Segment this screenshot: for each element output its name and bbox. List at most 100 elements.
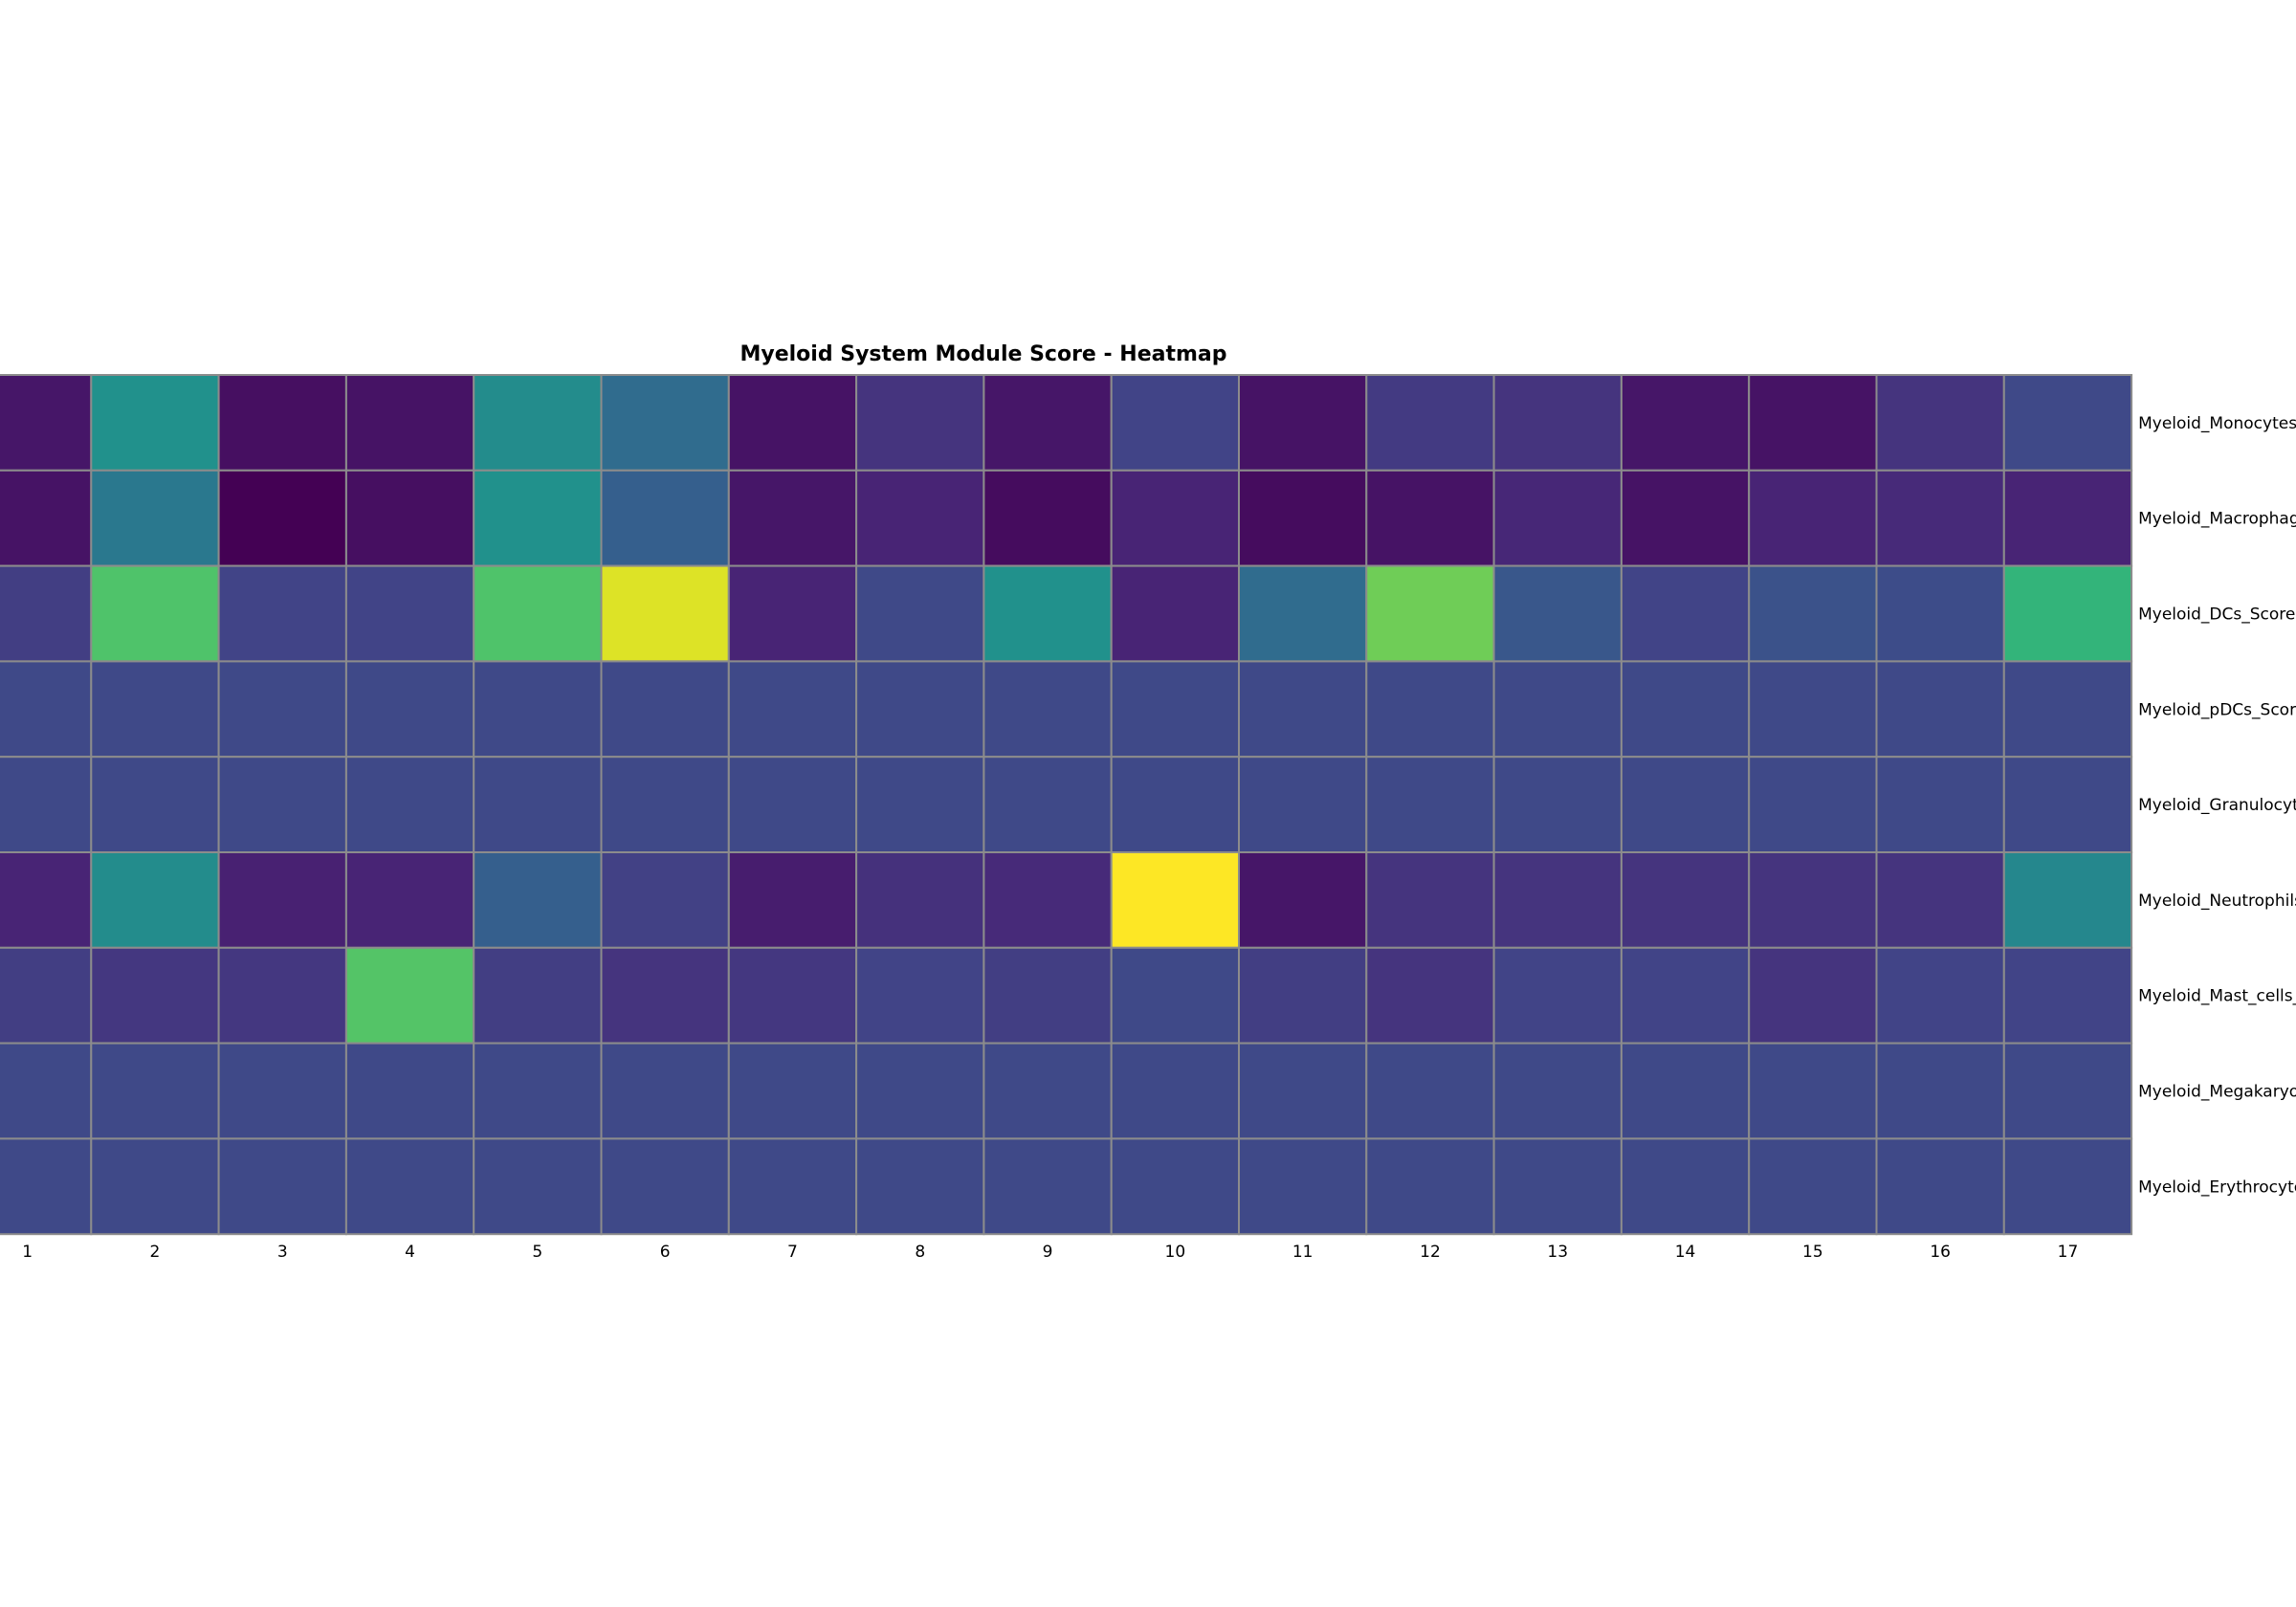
heatmap-cell [1238, 1137, 1368, 1236]
heatmap-cell [2002, 564, 2133, 663]
heatmap-cell [1365, 756, 1495, 854]
heatmap-cell [1748, 1137, 1878, 1236]
heatmap-cell [1875, 564, 2005, 663]
heatmap-cell [1110, 1137, 1240, 1236]
y-tick-label: Myeloid_Neutrophils [2138, 892, 2296, 911]
heatmap-cell [0, 660, 93, 759]
heatmap-cell [855, 660, 985, 759]
heatmap-cell [1875, 660, 2005, 759]
heatmap-cell [217, 564, 347, 663]
x-tick-label: 5 [532, 1243, 542, 1262]
heatmap-cell [217, 851, 347, 949]
x-tick-label: 2 [150, 1243, 161, 1262]
heatmap-cell [727, 756, 858, 854]
heatmap-cell [855, 564, 985, 663]
heatmap-cell [1620, 1042, 1751, 1140]
heatmap-cell [1110, 564, 1240, 663]
heatmap-cell [1238, 1042, 1368, 1140]
heatmap-cell [727, 469, 858, 567]
heatmap-cell [344, 564, 475, 663]
heatmap-cell [855, 756, 985, 854]
x-tick-label: 16 [1930, 1243, 1951, 1262]
heatmap-cell [1110, 756, 1240, 854]
heatmap-cell [217, 374, 347, 472]
heatmap-cell [1620, 851, 1751, 949]
heatmap-cell [1875, 374, 2005, 472]
y-tick-label: Myeloid_Macrophag [2138, 510, 2296, 529]
heatmap-cell [1492, 469, 1623, 567]
heatmap-cell [1748, 469, 1878, 567]
heatmap-cell [855, 851, 985, 949]
heatmap-cell [90, 1137, 220, 1236]
heatmap-cell [1110, 946, 1240, 1045]
heatmap-cell [982, 851, 1113, 949]
heatmap-cell [217, 660, 347, 759]
heatmap-cell [1365, 374, 1495, 472]
heatmap-cell [600, 564, 730, 663]
heatmap-cell [344, 1137, 475, 1236]
heatmap-cell [982, 564, 1113, 663]
heatmap-cell [90, 564, 220, 663]
heatmap-cell [982, 374, 1113, 472]
heatmap-cell [1620, 374, 1751, 472]
heatmap-cell [90, 469, 220, 567]
heatmap-cell [1365, 469, 1495, 567]
heatmap-cell [727, 660, 858, 759]
heatmap-cell [1110, 660, 1240, 759]
heatmap-cell [2002, 756, 2133, 854]
heatmap-cell [727, 946, 858, 1045]
heatmap-cell [473, 374, 603, 472]
heatmap-cell [344, 374, 475, 472]
heatmap-cell [1238, 946, 1368, 1045]
heatmap-cell [1620, 564, 1751, 663]
heatmap-cell [600, 1042, 730, 1140]
heatmap-cell [0, 1137, 93, 1236]
heatmap-cell [727, 851, 858, 949]
heatmap-cell [1620, 469, 1751, 567]
heatmap-cell [855, 374, 985, 472]
heatmap-cell [90, 1042, 220, 1140]
heatmap-cell [2002, 1042, 2133, 1140]
heatmap-cell [344, 851, 475, 949]
heatmap-cell [727, 1042, 858, 1140]
heatmap-cell [2002, 469, 2133, 567]
heatmap-cell [855, 1137, 985, 1236]
heatmap-cell [982, 946, 1113, 1045]
heatmap-cell [90, 946, 220, 1045]
heatmap-cell [90, 660, 220, 759]
heatmap-cell [1492, 946, 1623, 1045]
x-tick-label: 9 [1043, 1243, 1053, 1262]
heatmap-cell [982, 660, 1113, 759]
x-tick-label: 8 [915, 1243, 925, 1262]
heatmap-cell [1110, 1042, 1240, 1140]
heatmap-cell [1365, 946, 1495, 1045]
x-tick-label: 11 [1292, 1243, 1314, 1262]
heatmap-cell [1620, 756, 1751, 854]
x-tick-label: 7 [787, 1243, 798, 1262]
heatmap-cell [217, 946, 347, 1045]
heatmap-cell [2002, 946, 2133, 1045]
heatmap-cell [600, 1137, 730, 1236]
heatmap-cell [0, 851, 93, 949]
heatmap-cell [1492, 374, 1623, 472]
heatmap-cell [2002, 660, 2133, 759]
heatmap-cell [1875, 851, 2005, 949]
heatmap-cell [600, 469, 730, 567]
heatmap-cell [1365, 1042, 1495, 1140]
y-tick-label: Myeloid_Mast_cells_ [2138, 987, 2296, 1006]
heatmap-cell [1492, 660, 1623, 759]
heatmap-cell [1238, 374, 1368, 472]
heatmap-cell [344, 469, 475, 567]
heatmap-cell [1492, 756, 1623, 854]
heatmap-cell [855, 1042, 985, 1140]
heatmap-cell [1492, 851, 1623, 949]
x-tick-label: 6 [660, 1243, 671, 1262]
heatmap-cell [727, 374, 858, 472]
heatmap-cell [217, 1042, 347, 1140]
heatmap-cell [1620, 660, 1751, 759]
heatmap-cell [0, 564, 93, 663]
heatmap-cell [1875, 946, 2005, 1045]
heatmap-cell [2002, 374, 2133, 472]
heatmap-cell [600, 756, 730, 854]
